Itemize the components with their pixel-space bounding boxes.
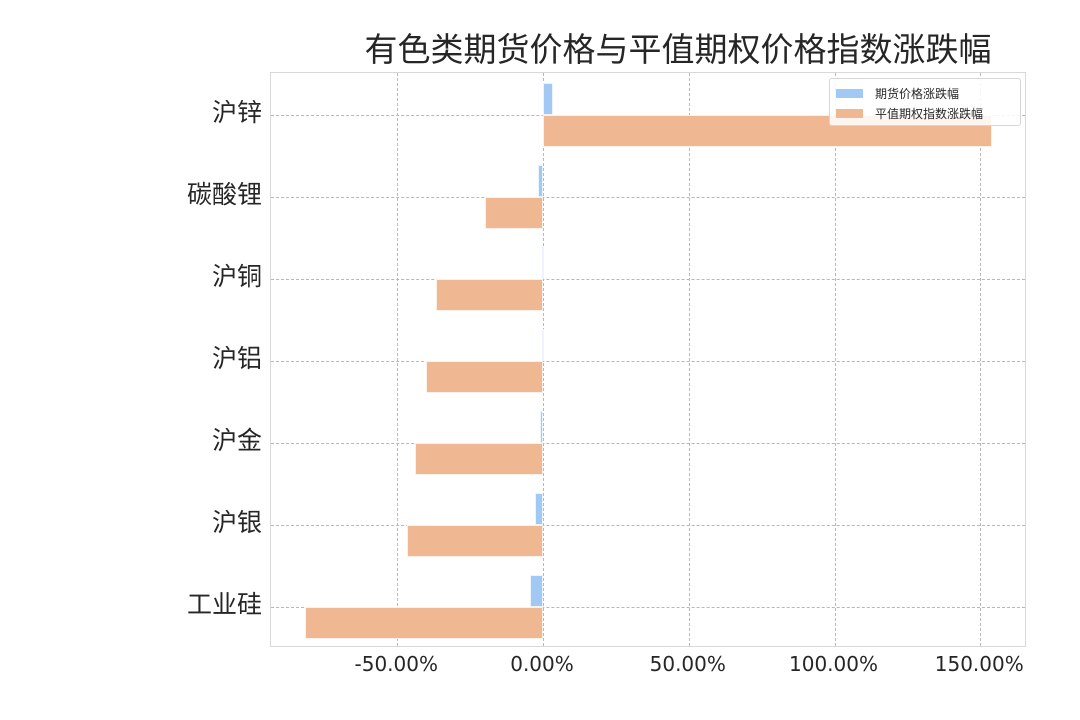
x-gridline [834,73,836,646]
x-tick-label: 0.00% [510,652,574,676]
chart-title: 有色类期货价格与平值期权价格指数涨跌幅 [364,30,992,69]
legend-swatch-options [836,108,863,118]
y-gridline [271,361,1025,362]
legend-item-options: 平值期权指数涨跌幅 [836,105,983,121]
bar-options [435,279,543,311]
bar-options [484,197,543,229]
x-gridline [980,73,982,646]
bar-futures [530,575,543,607]
bar-futures [541,247,544,279]
y-tick-label: 沪金 [211,426,262,455]
y-tick-label: 工业硅 [186,590,262,619]
y-tick-label: 沪铜 [211,262,262,291]
bar-futures [534,493,543,525]
x-gridline [688,73,690,646]
y-gridline [271,443,1025,444]
y-tick-label: 碳酸锂 [186,180,262,209]
bar-options [543,115,992,147]
y-gridline [271,279,1025,280]
bar-futures [542,329,545,361]
x-tick-label: 150.00% [934,652,1024,676]
legend-label-futures: 期货价格涨跌幅 [875,86,960,101]
y-tick-label: 沪铝 [211,344,262,373]
y-tick-label: 沪银 [211,508,262,537]
x-gridline [397,73,399,646]
y-gridline [271,197,1025,198]
bar-options [305,607,543,639]
legend-swatch-futures [836,88,863,98]
y-gridline [271,607,1025,608]
x-tick-label: 100.00% [789,652,878,676]
bar-futures [543,83,554,115]
legend-label-options: 平值期权指数涨跌幅 [875,106,984,121]
legend-item-futures: 期货价格涨跌幅 [836,85,959,101]
legend: 期货价格涨跌幅 平值期权指数涨跌幅 [829,78,1021,126]
y-tick-label: 沪锌 [211,98,262,127]
x-tick-label: 50.00% [649,652,726,676]
x-tick-label: -50.00% [354,652,438,676]
bar-options [406,525,543,557]
bar-futures [539,411,543,443]
y-gridline [271,525,1025,526]
plot-area [270,72,1026,647]
bar-options [414,443,543,475]
bar-futures [538,165,543,197]
bar-options [426,361,543,393]
